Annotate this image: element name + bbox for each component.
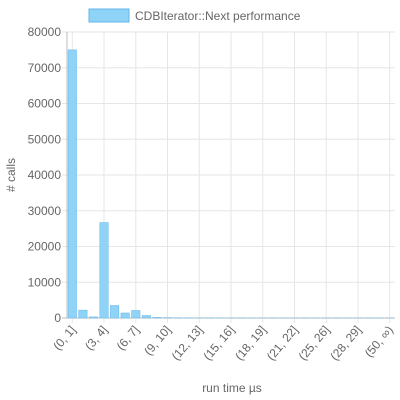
y-tick-label: 60000 [28, 97, 62, 111]
x-axis: (0, 1] (3, 4] (6, 7] (9, 10](12, 13](15, 16… [50, 323, 396, 363]
y-tick-label: 30000 [28, 204, 62, 218]
y-axis-title: # calls [4, 158, 18, 192]
x-tick-label: (28, 29] [327, 323, 364, 363]
y-axis: 0 10000 20000 30000 40000 50000 60000 70000 8000… [28, 25, 62, 325]
legend-swatch[interactable] [88, 8, 130, 23]
x-tick-label: (6, 7] [114, 323, 142, 353]
bar[interactable] [78, 309, 88, 319]
bar[interactable] [88, 316, 98, 319]
x-tick-label: (21, 22] [264, 323, 301, 363]
x-axis-title: run time µs [202, 381, 262, 395]
bars [67, 49, 395, 319]
x-tick-label: (12, 13] [169, 323, 206, 363]
legend-label[interactable]: CDBIterator::Next performance [135, 9, 301, 23]
x-tick-label: (50, ∞) [362, 323, 396, 360]
bar[interactable] [110, 305, 120, 319]
x-tick-label: (3, 4] [82, 323, 110, 353]
x-tick-label: (0, 1] [50, 323, 78, 353]
gridlines [62, 31, 395, 323]
legend[interactable]: CDBIterator::Next performance [88, 8, 301, 23]
bar[interactable] [120, 312, 130, 319]
y-tick-label: 50000 [28, 132, 62, 146]
y-tick-label: 10000 [28, 275, 62, 289]
bar[interactable] [152, 317, 162, 319]
y-tick-label: 0 [54, 311, 61, 325]
bar[interactable] [141, 315, 151, 319]
y-tick-label: 40000 [28, 168, 62, 182]
bar[interactable] [131, 310, 141, 319]
bar[interactable] [67, 49, 77, 319]
y-tick-label: 70000 [28, 61, 62, 75]
y-tick-label: 80000 [28, 25, 62, 39]
y-tick-label: 20000 [28, 240, 62, 254]
bar[interactable] [99, 222, 109, 319]
x-tick-label: (25, 26] [296, 323, 333, 363]
x-tick-label: (18, 19] [232, 323, 269, 363]
x-tick-label: (15, 16] [200, 323, 237, 363]
